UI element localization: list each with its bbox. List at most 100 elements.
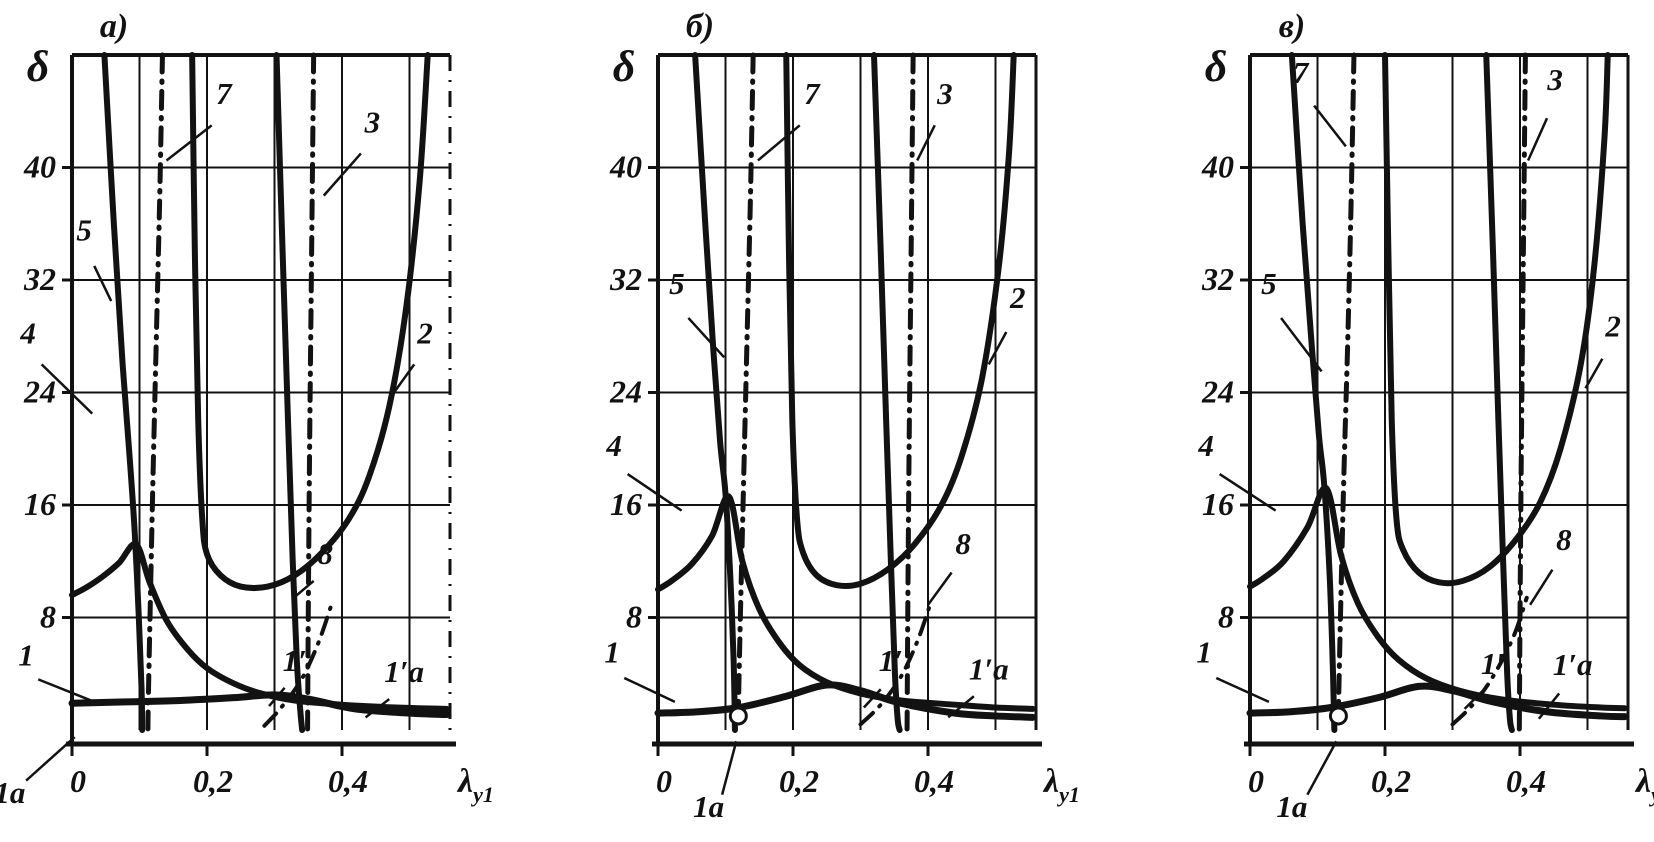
curve-label-2: 2 xyxy=(1009,280,1026,315)
label-leader-line xyxy=(1280,317,1323,373)
curve-7-dashdot xyxy=(145,52,165,733)
y-tick-label: 24 xyxy=(609,374,642,410)
label-leader-line xyxy=(165,124,213,162)
x-tick-label: 0,4 xyxy=(328,763,368,799)
label-leader-line xyxy=(37,678,92,702)
y-axis-label: δ xyxy=(1205,42,1228,91)
label-leader-line xyxy=(720,740,738,796)
label-leader-line xyxy=(623,676,676,704)
label-leader-line xyxy=(291,579,315,601)
curve-4-steep xyxy=(1288,52,1338,733)
label-leader-line xyxy=(916,124,936,162)
curve-4-steep xyxy=(692,52,738,733)
curve-label-1: 1 xyxy=(18,637,34,672)
label-leader-line xyxy=(392,363,416,394)
label-leader-line xyxy=(947,695,975,719)
curve-label-8: 8 xyxy=(955,526,971,561)
curve-8-2 xyxy=(1382,52,1611,587)
chart-panel-b: 40 32 24 16 8 0 0,2 0,4 δ б) λу1 7 3 5 4 2 8 1 1′ 1′а 1а xyxy=(586,0,1146,842)
y-tick-label: 16 xyxy=(610,486,642,522)
curve-1prime-dashdot xyxy=(1450,595,1529,727)
grid xyxy=(1250,55,1628,730)
curve-label-1а: 1а xyxy=(0,775,25,810)
y-tick-label: 24 xyxy=(23,374,56,410)
curve-4-steep xyxy=(101,52,146,733)
curve-label-7: 7 xyxy=(804,76,821,111)
x-tick-label: 0 xyxy=(70,763,86,799)
panel-label: в) xyxy=(1279,8,1306,45)
curve-label-2: 2 xyxy=(1604,308,1621,343)
label-leader-line xyxy=(626,473,683,512)
label-leader-line xyxy=(1313,104,1347,148)
curve-3-dashdot xyxy=(904,52,916,733)
x-tick-label: 0 xyxy=(656,763,672,799)
curve-8-2 xyxy=(783,52,1017,590)
curve-label-2: 2 xyxy=(416,315,433,350)
y-tick-label: 40 xyxy=(609,149,642,185)
y-tick-label: 32 xyxy=(1201,261,1234,297)
curve-label-7: 7 xyxy=(1293,55,1310,90)
y-tick-label: 16 xyxy=(24,486,56,522)
label-leader-line xyxy=(987,331,1008,365)
x-tick-label: 0,2 xyxy=(1371,763,1411,799)
label-leader-line xyxy=(1218,473,1277,512)
grid xyxy=(658,55,1036,730)
panel-label: б) xyxy=(686,8,714,45)
curve-1a-flat xyxy=(1246,682,1629,721)
open-circle-marker xyxy=(728,706,748,726)
label-leader-line xyxy=(757,124,801,162)
curve-label-4: 4 xyxy=(605,428,622,463)
x-tick-label: 0,2 xyxy=(193,763,233,799)
x-axis-label: λу1 xyxy=(1634,763,1654,807)
curves xyxy=(68,52,451,733)
curve-1prime-dashdot xyxy=(858,598,934,727)
label-leader-line xyxy=(25,736,76,782)
curve-label-1′а: 1′а xyxy=(384,654,424,689)
curve-label-4: 4 xyxy=(19,315,36,350)
label-leader-line xyxy=(1537,692,1561,720)
curve-label-1: 1 xyxy=(1196,635,1212,670)
curve-2-left-branch xyxy=(1483,52,1515,733)
curve-label-8: 8 xyxy=(317,536,333,571)
y-tick-label: 32 xyxy=(23,261,56,297)
label-leader-line xyxy=(687,317,726,359)
y-tick-label: 8 xyxy=(40,599,56,635)
label-leader-line xyxy=(268,687,286,707)
x-tick-label: 0,4 xyxy=(914,763,954,799)
curve-label-1′а: 1′а xyxy=(1553,647,1593,682)
curve-7-dashdot xyxy=(1335,52,1357,713)
curve-label-5: 5 xyxy=(669,266,685,301)
label-leader-line xyxy=(862,688,882,709)
label-leader-line xyxy=(1526,117,1549,161)
label-leader-line xyxy=(1306,740,1338,796)
y-tick-label: 16 xyxy=(1202,486,1234,522)
y-tick-label: 32 xyxy=(609,261,642,297)
open-circle-marker xyxy=(1328,706,1348,726)
label-leader-line xyxy=(1529,569,1554,606)
x-tick-label: 0,2 xyxy=(779,763,819,799)
label-leader-line xyxy=(364,698,391,719)
curve-label-3: 3 xyxy=(936,76,953,111)
label-leader-line xyxy=(93,265,113,302)
x-tick-label: 0 xyxy=(1248,763,1264,799)
label-leader-line xyxy=(926,571,953,606)
curve-1a-flat xyxy=(68,691,451,719)
curve-label-8: 8 xyxy=(1556,522,1572,557)
x-axis-label: λу1 xyxy=(1042,763,1080,807)
y-tick-label: 40 xyxy=(23,149,56,185)
panel-label: а) xyxy=(100,8,128,45)
curve-7-dashdot xyxy=(735,52,756,713)
x-tick-label: 0,4 xyxy=(1506,763,1546,799)
y-tick-label: 8 xyxy=(1218,599,1234,635)
curves xyxy=(654,52,1037,733)
x-axis-label: λу1 xyxy=(456,763,494,807)
curve-label-3: 3 xyxy=(1546,62,1563,97)
label-leader-line xyxy=(1584,358,1604,389)
curves xyxy=(1246,52,1629,733)
curve-label-5: 5 xyxy=(76,213,92,248)
